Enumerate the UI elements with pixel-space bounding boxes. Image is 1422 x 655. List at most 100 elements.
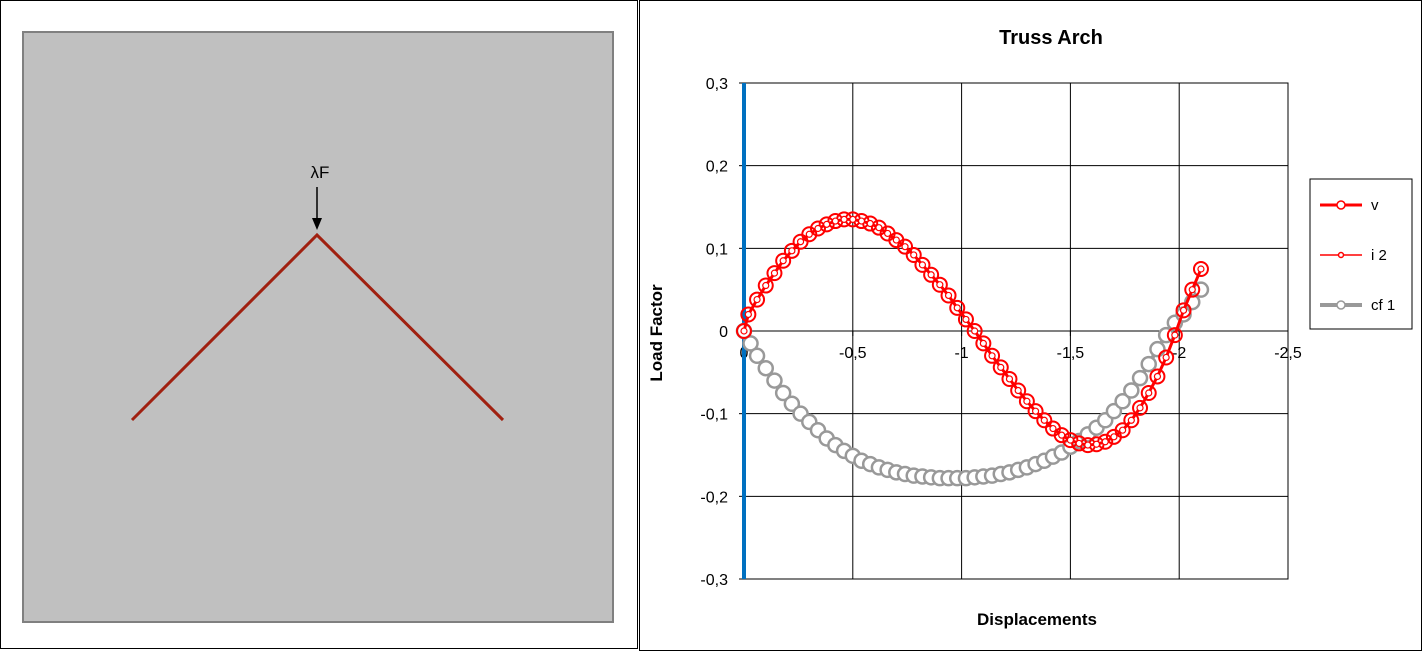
- chart-grid: [743, 82, 1289, 580]
- legend-swatch-marker: [1337, 251, 1345, 259]
- y-tick-label: -0,1: [700, 407, 728, 424]
- data-point: [740, 306, 757, 323]
- data-point: [762, 281, 770, 290]
- data-point: [984, 347, 1001, 364]
- data-point: [1040, 416, 1048, 424]
- data-point: [1153, 372, 1162, 381]
- data-point: [901, 243, 909, 251]
- data-point: [1031, 407, 1040, 415]
- data-point: [774, 384, 792, 402]
- y-tick-label: 0,2: [706, 159, 728, 176]
- truss-diagram: λF: [22, 31, 614, 623]
- x-axis-ticks: 0-0,5-1-1,5-2-2,5: [740, 331, 1302, 362]
- y-axis-label: Load Factor: [647, 284, 666, 382]
- data-point: [1131, 369, 1149, 387]
- data-point: [818, 216, 835, 233]
- data-point: [944, 291, 953, 300]
- data-point: [1136, 404, 1144, 412]
- legend-swatch-marker: [1336, 200, 1346, 210]
- data-point: [1171, 331, 1179, 339]
- chart-title: Truss Arch: [999, 27, 1103, 49]
- data-point: [1084, 441, 1092, 449]
- data-point: [1127, 416, 1135, 424]
- data-point: [884, 229, 892, 238]
- data-point: [1188, 286, 1196, 294]
- data-point: [936, 281, 944, 289]
- data-point: [749, 291, 766, 308]
- data-point: [910, 251, 918, 259]
- data-point: [1001, 370, 1018, 387]
- truss-diagram-panel: λF: [0, 0, 638, 649]
- data-point: [796, 238, 805, 246]
- data-point: [857, 217, 866, 225]
- data-point: [1123, 382, 1140, 399]
- series-layer: [735, 211, 1210, 487]
- data-point: [957, 311, 974, 328]
- legend-label: i 2: [1371, 247, 1387, 264]
- data-point: [736, 323, 752, 339]
- x-tick-label: -0,5: [839, 345, 867, 362]
- data-point: [1175, 302, 1192, 319]
- data-point: [1105, 402, 1123, 420]
- data-point: [757, 277, 774, 294]
- legend-item: i 2: [1320, 247, 1387, 264]
- data-point: [1158, 349, 1175, 366]
- data-point: [1145, 389, 1153, 397]
- data-point: [966, 323, 983, 339]
- data-point: [927, 271, 935, 279]
- data-point: [753, 295, 761, 304]
- legend-label: cf 1: [1371, 297, 1395, 314]
- chart-panel: Truss Arch 0 -0,5 -1 -1,5 -2 -2,5 0,3 0,2 0,1 0 -…: [639, 0, 1422, 651]
- data-point: [1101, 438, 1109, 446]
- data-point: [1149, 368, 1166, 385]
- legend-item: cf 1: [1320, 297, 1395, 314]
- data-point: [975, 335, 992, 352]
- series-cf-1: [735, 281, 1210, 487]
- data-point: [1092, 440, 1101, 448]
- data-point: [849, 215, 857, 223]
- x-tick-label: -1: [954, 345, 968, 362]
- legend-label: v: [1371, 197, 1379, 214]
- data-point: [897, 238, 914, 255]
- legend-swatch-marker: [1336, 300, 1346, 310]
- data-point: [1066, 436, 1074, 444]
- y-tick-label: 0: [719, 324, 728, 341]
- data-point: [783, 242, 800, 259]
- data-point: [962, 315, 970, 324]
- data-point: [875, 224, 883, 232]
- data-point: [940, 287, 957, 304]
- data-point: [1166, 327, 1183, 344]
- data-point: [766, 372, 783, 389]
- data-point: [748, 347, 766, 365]
- data-point: [770, 269, 779, 277]
- data-point: [1010, 382, 1027, 399]
- data-point: [823, 220, 831, 228]
- data-point: [742, 335, 759, 352]
- data-point: [1023, 397, 1031, 405]
- data-point: [740, 327, 748, 335]
- data-point: [1036, 412, 1053, 429]
- x-axis-label: Displacements: [977, 610, 1097, 629]
- data-point: [1192, 261, 1209, 277]
- data-point: [914, 256, 931, 273]
- data-point: [992, 359, 1009, 376]
- load-arrow-icon: [312, 218, 322, 230]
- y-tick-label: -0,2: [700, 489, 728, 506]
- data-point: [766, 265, 783, 282]
- data-point: [1179, 306, 1188, 314]
- data-point: [1062, 432, 1079, 449]
- data-point: [1075, 439, 1083, 448]
- data-point: [1114, 393, 1131, 410]
- data-point: [788, 247, 796, 255]
- data-point: [1058, 431, 1066, 439]
- data-point: [1014, 386, 1022, 395]
- diagram-background: [22, 31, 614, 623]
- data-point: [1140, 385, 1157, 401]
- series-i-2: [740, 215, 1205, 449]
- data-point: [1140, 355, 1157, 373]
- data-point: [988, 352, 996, 360]
- y-axis-ticks: 0,3 0,2 0,1 0 -0,1 -0,2 -0,3: [700, 76, 744, 589]
- x-tick-label: -2,5: [1274, 345, 1302, 362]
- data-point: [1123, 412, 1140, 429]
- data-point: [1119, 426, 1127, 434]
